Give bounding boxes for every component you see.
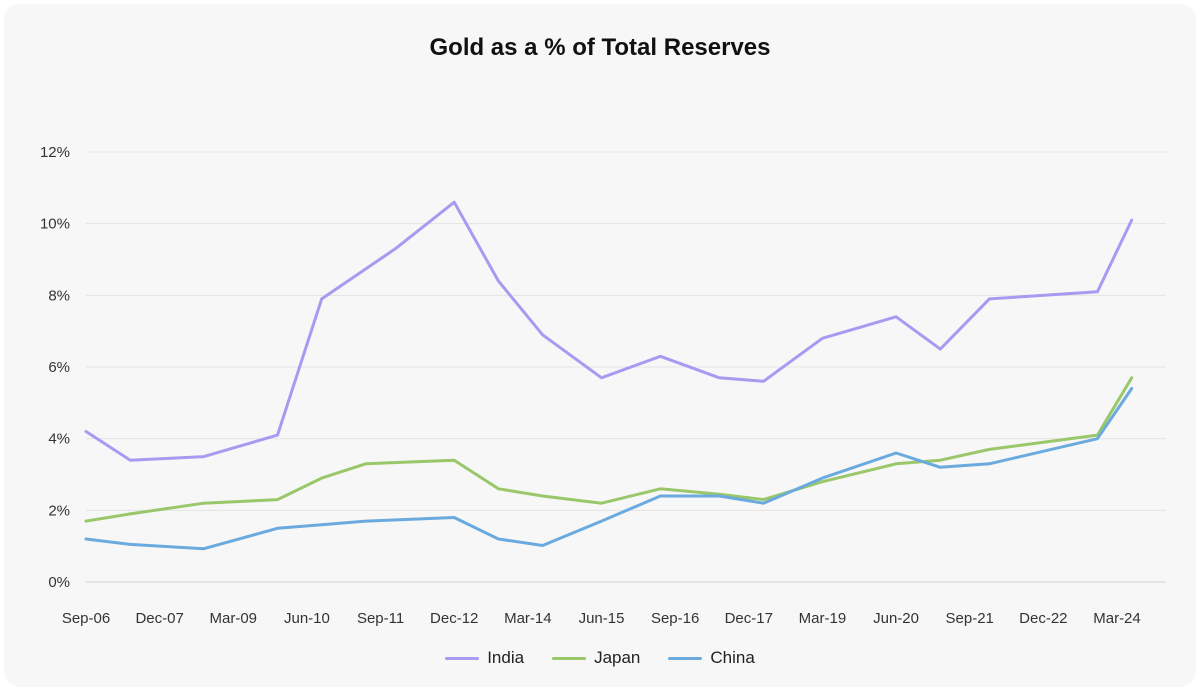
x-tick-label: Dec-22 <box>1019 610 1067 627</box>
series-line-japan <box>84 376 1134 523</box>
y-tick-label: 10% <box>40 216 70 233</box>
x-tick-label: Jun-15 <box>579 610 625 627</box>
y-tick-label: 8% <box>48 287 70 304</box>
series-line-india <box>84 200 1134 462</box>
x-tick-label: Mar-19 <box>799 610 847 627</box>
x-tick-label: Mar-09 <box>210 610 258 627</box>
chart-title: Gold as a % of Total Reserves <box>429 34 771 61</box>
x-tick-label: Mar-14 <box>504 610 552 627</box>
x-tick-label: Mar-24 <box>1093 610 1141 627</box>
legend-swatch <box>668 656 703 660</box>
x-tick-label: Dec-12 <box>430 610 478 627</box>
y-tick-label: 12% <box>40 144 70 161</box>
legend-item-china: China <box>668 648 755 668</box>
chart-card <box>4 4 1196 687</box>
x-tick-label: Jun-20 <box>873 610 919 627</box>
x-tick-label: Sep-21 <box>946 610 994 627</box>
x-tick-label: Dec-07 <box>135 610 183 627</box>
legend-swatch <box>445 656 480 660</box>
x-tick-label: Sep-16 <box>651 610 699 627</box>
y-tick-label: 0% <box>48 574 70 591</box>
legend-label: India <box>487 648 525 667</box>
x-tick-label: Sep-06 <box>62 610 110 627</box>
x-tick-label: Sep-11 <box>357 610 404 627</box>
y-tick-label: 2% <box>48 502 70 519</box>
x-tick-label: Jun-10 <box>284 610 330 627</box>
chart-legend: India Japan China <box>0 648 1200 668</box>
legend-swatch <box>552 656 587 660</box>
legend-item-japan: Japan <box>552 648 640 668</box>
y-tick-label: 6% <box>48 359 70 376</box>
x-tick-label: Dec-17 <box>725 610 773 627</box>
legend-label: Japan <box>594 648 641 667</box>
legend-label: China <box>710 648 755 667</box>
y-tick-label: 4% <box>48 431 70 448</box>
series-line-china <box>84 387 1134 551</box>
legend-item-india: India <box>445 648 524 668</box>
